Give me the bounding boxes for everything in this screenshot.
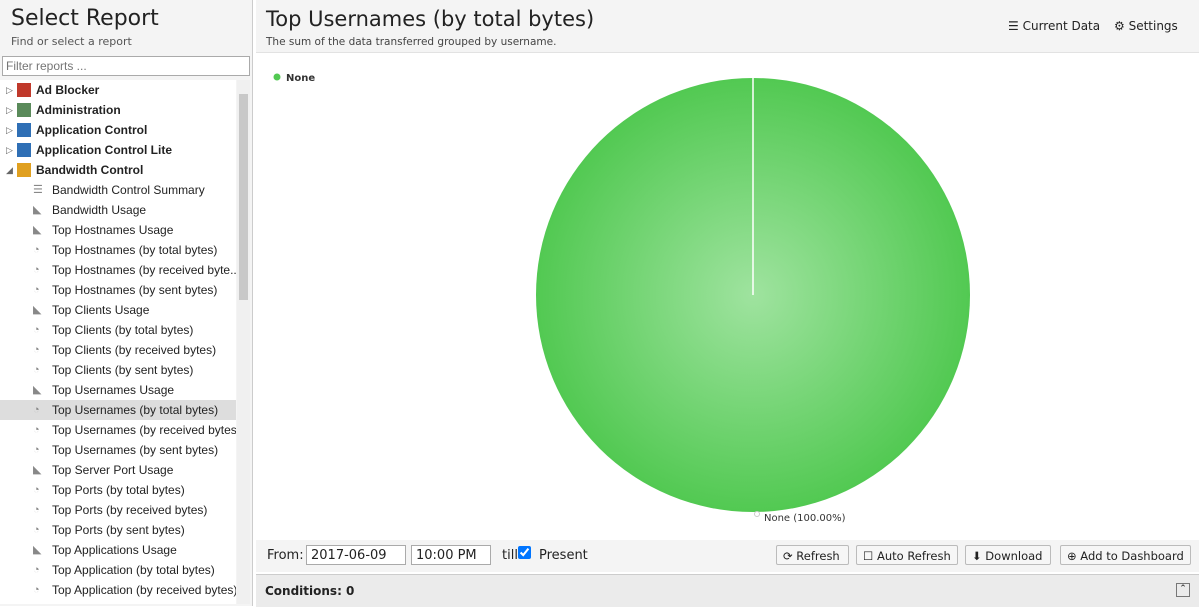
toolbar-button[interactable]: ⟳ Refresh [776,545,849,565]
tree-group[interactable]: ◢ Bandwidth Control [0,160,236,180]
conditions-label: Conditions: 0 [265,584,355,598]
filter-input[interactable] [2,56,250,76]
button-label: Refresh [796,549,840,563]
item-label: Bandwidth Usage [52,203,147,217]
item-label: Top Clients (by sent bytes) [52,363,194,377]
tree-item[interactable]: ◣ Bandwidth Usage [0,200,236,220]
conditions-bar[interactable]: Conditions: 0 ⌃ [256,574,1199,607]
group-label: Ad Blocker [36,83,100,97]
item-label: Top Usernames (by received bytes) [52,423,236,437]
tree-item[interactable]: ◔ Top Hostnames (by sent bytes) [0,280,236,300]
time-input[interactable]: 10:00 PM [411,545,491,565]
tree-item[interactable]: ◔ Top Hostnames (by total bytes) [0,240,236,260]
item-label: Top Server Port Usage [52,463,174,477]
toolbar-button[interactable]: ⬇ Download [965,545,1051,565]
report-title: Top Usernames (by total bytes) [266,7,595,31]
item-label: Top Ports (by sent bytes) [52,523,185,537]
expand-button[interactable]: ⌃ [1176,583,1190,597]
toolbar-button[interactable]: ☐ Auto Refresh [856,545,958,565]
from-label: From: [267,548,304,563]
current-data-button[interactable]: ☰ Current Data [1008,19,1101,33]
present-checkbox[interactable] [518,546,531,559]
item-label: Top Usernames (by sent bytes) [52,443,219,457]
legend-swatch [273,73,281,81]
item-label: Top Ports (by total bytes) [52,483,185,497]
pie-chart: None None (100.00%) [273,73,970,524]
label-marker [754,511,760,517]
tree-item[interactable]: ◔ Top Usernames (by sent bytes) [0,440,236,460]
tree-item[interactable]: ◣ Top Usernames Usage [0,380,236,400]
tree-item[interactable]: ◔ Top Ports (by total bytes) [0,480,236,500]
tree-group[interactable]: ▷ Administration [0,100,236,120]
header: Top Usernames (by total bytes) The sum o… [256,0,1199,53]
item-label: Top Hostnames (by total bytes) [52,243,218,257]
date: 2017-06-09 [311,548,387,563]
scrollbar[interactable] [237,80,250,604]
group-label: Application Control Lite [36,143,172,157]
toolbar-button[interactable]: ⊕ Add to Dashboard [1060,545,1191,565]
item-label: Top Ports (by received bytes) [52,503,208,517]
report-tree: ▷ Ad Blocker ▷ Administration ▷ Application C… [0,80,236,604]
tree-item[interactable]: ◔ Top Clients (by received bytes) [0,340,236,360]
sidebar-title: Select Report [11,6,159,31]
button-label: Add to Dashboard [1080,549,1184,563]
item-label: Top Usernames (by total bytes) [52,403,219,417]
date-input[interactable]: 2017-06-09 [306,545,406,565]
tree-item[interactable]: ◔ Top Usernames (by received bytes) [0,420,236,440]
tree-item[interactable]: ◔ Top Clients (by total bytes) [0,320,236,340]
tree-item[interactable]: ◣ Top Hostnames Usage [0,220,236,240]
item-label: Top Clients (by total bytes) [52,323,194,337]
label: Current Data [1022,19,1101,33]
tree-item[interactable]: ◔ Top Ports (by sent bytes) [0,520,236,540]
sidebar: Select Report Find or select a report ▷A… [0,0,253,606]
present-label: Present [539,548,588,563]
item-label: Top Hostnames (by sent bytes) [52,283,218,297]
toolbar: From: 2017-06-09 10:00 PM till Present ⟳… [256,540,1199,572]
tree-item[interactable]: ◣ Top Clients Usage [0,300,236,320]
label: Settings [1128,19,1178,33]
tree-group[interactable]: ▷ Application Control [0,120,236,140]
data-label: None (100.00%) [764,513,846,524]
item-label: Top Clients Usage [52,303,150,317]
group-label: Bandwidth Control [36,163,144,177]
item-label: Top Clients (by received bytes) [52,343,217,357]
item-label: Top Usernames Usage [52,383,175,397]
tree-item[interactable]: ◣ Top Applications Usage [0,540,236,560]
tree-item[interactable]: ◔ Top Application (by received bytes) [0,580,236,600]
tree-item[interactable]: ◔ Top Ports (by received bytes) [0,500,236,520]
scroll-thumb[interactable] [239,94,248,300]
time: 10:00 PM [416,548,477,563]
button-label: Auto Refresh [876,549,951,563]
sidebar-subtitle: Find or select a report [11,35,132,48]
tree-item[interactable]: ◔ Top Hostnames (by received byte... [0,260,236,280]
item-label: Top Hostnames Usage [52,223,174,237]
item-label: Top Applications Usage [52,543,177,557]
tree-item[interactable]: ◔ Top Clients (by sent bytes) [0,360,236,380]
settings-button[interactable]: ⚙ Settings [1114,19,1178,33]
tree-group[interactable]: ▷ Ad Blocker [0,80,236,100]
button-label: Download [985,549,1043,563]
item-label: Top Hostnames (by received byte... [52,263,236,277]
item-label: Bandwidth Control Summary [52,183,205,197]
item-label: Top Application (by received bytes) [52,583,236,597]
tree-item[interactable]: ◔ Top Usernames (by total bytes) [0,400,236,420]
tree-item[interactable]: ◔ Top Application (by total bytes) [0,560,236,580]
report-subtitle: The sum of the data transferred grouped … [266,36,557,48]
tree-item[interactable]: ☰ Bandwidth Control Summary [0,180,236,200]
legend-label[interactable]: None [286,73,315,84]
item-label: Top Application (by total bytes) [52,563,215,577]
tree-group[interactable]: ▷ Application Control Lite [0,140,236,160]
group-label: Application Control [36,123,148,137]
group-label: Administration [36,103,121,117]
tree-item[interactable]: ◣ Top Server Port Usage [0,460,236,480]
till-label: till [502,548,518,563]
